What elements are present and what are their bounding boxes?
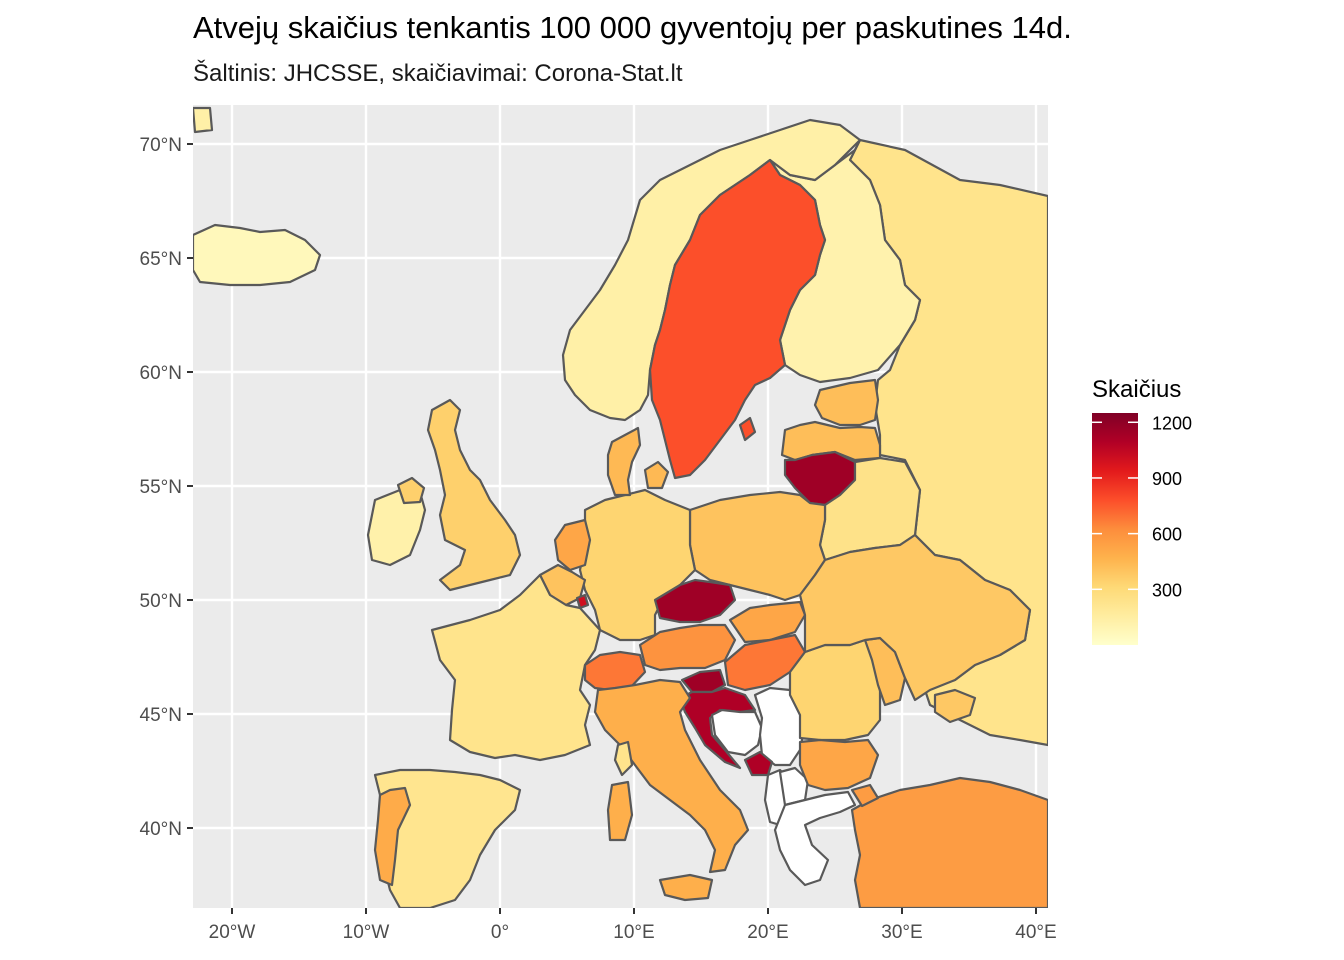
- x-tick-label: 20°W: [209, 922, 256, 943]
- legend-tick-label: 1200: [1152, 413, 1192, 433]
- legend-title: Skaičius: [1092, 376, 1181, 403]
- y-tick-label: 45°N: [140, 705, 182, 726]
- region-denmark[interactable]: [606, 426, 642, 497]
- region-sweden[interactable]: [648, 158, 827, 480]
- region-sicily[interactable]: [658, 873, 714, 902]
- x-tick-label: 10°W: [343, 922, 390, 943]
- y-tick-label: 70°N: [140, 135, 182, 156]
- y-tick-label: 50°N: [140, 591, 182, 612]
- region-netherlands[interactable]: [553, 518, 592, 572]
- region-uk[interactable]: [426, 398, 522, 592]
- legend-colorbar: [1092, 413, 1138, 645]
- region-switzerland[interactable]: [583, 650, 647, 692]
- region-north-macedonia[interactable]: [778, 766, 810, 807]
- region-italy[interactable]: [593, 678, 750, 874]
- region-estonia[interactable]: [813, 378, 880, 427]
- y-axis-labels: 70°N 65°N 60°N 55°N 50°N 45°N 40°N: [140, 135, 193, 840]
- region-czechia[interactable]: [653, 578, 737, 624]
- region-sardinia[interactable]: [606, 780, 634, 842]
- region-bulgaria[interactable]: [798, 738, 880, 792]
- region-turkey-thrace[interactable]: [850, 783, 880, 808]
- region-montenegro[interactable]: [743, 750, 774, 777]
- x-tick-label: 40°E: [1015, 922, 1056, 943]
- y-tick-label: 65°N: [140, 249, 182, 270]
- region-portugal[interactable]: [373, 786, 412, 887]
- region-gotland[interactable]: [738, 416, 757, 442]
- legend-tick-label: 600: [1152, 525, 1182, 545]
- region-crimea[interactable]: [933, 688, 977, 724]
- region-norway-north[interactable]: [193, 106, 214, 134]
- region-luxembourg[interactable]: [575, 593, 590, 610]
- region-croatia[interactable]: [678, 686, 757, 770]
- region-iceland[interactable]: [193, 223, 322, 287]
- x-tick-label: 30°E: [881, 922, 922, 943]
- x-axis-labels: 20°W 10°W 0° 10°E 20°E 30°E 40°E: [209, 908, 1057, 943]
- region-greece[interactable]: [773, 790, 857, 887]
- x-tick-label: 10°E: [613, 922, 654, 943]
- y-tick-label: 60°N: [140, 363, 182, 384]
- chart-title: Atvejų skaičius tenkantis 100 000 gyvent…: [193, 10, 1072, 45]
- legend-tick-label: 900: [1152, 469, 1182, 489]
- y-tick-label: 55°N: [140, 477, 182, 498]
- region-denmark-islands[interactable]: [643, 460, 670, 490]
- region-austria[interactable]: [638, 623, 737, 672]
- legend: Skaičius 1200 900 600 300: [1092, 376, 1192, 645]
- region-corsica[interactable]: [613, 740, 634, 777]
- region-uk-ni[interactable]: [396, 476, 426, 505]
- legend-tick-label: 300: [1152, 580, 1182, 600]
- x-tick-label: 20°E: [747, 922, 788, 943]
- map-countries: [193, 106, 1048, 908]
- region-romania[interactable]: [788, 638, 882, 742]
- region-serbia[interactable]: [753, 686, 807, 767]
- region-france[interactable]: [430, 573, 602, 762]
- y-tick-label: 40°N: [140, 819, 182, 840]
- x-tick-label: 0°: [491, 922, 509, 943]
- chart-subtitle: Šaltinis: JHCSSE, skaičiavimai: Corona-S…: [193, 60, 683, 87]
- region-ukraine[interactable]: [798, 533, 1032, 702]
- region-turkey[interactable]: [850, 776, 1048, 908]
